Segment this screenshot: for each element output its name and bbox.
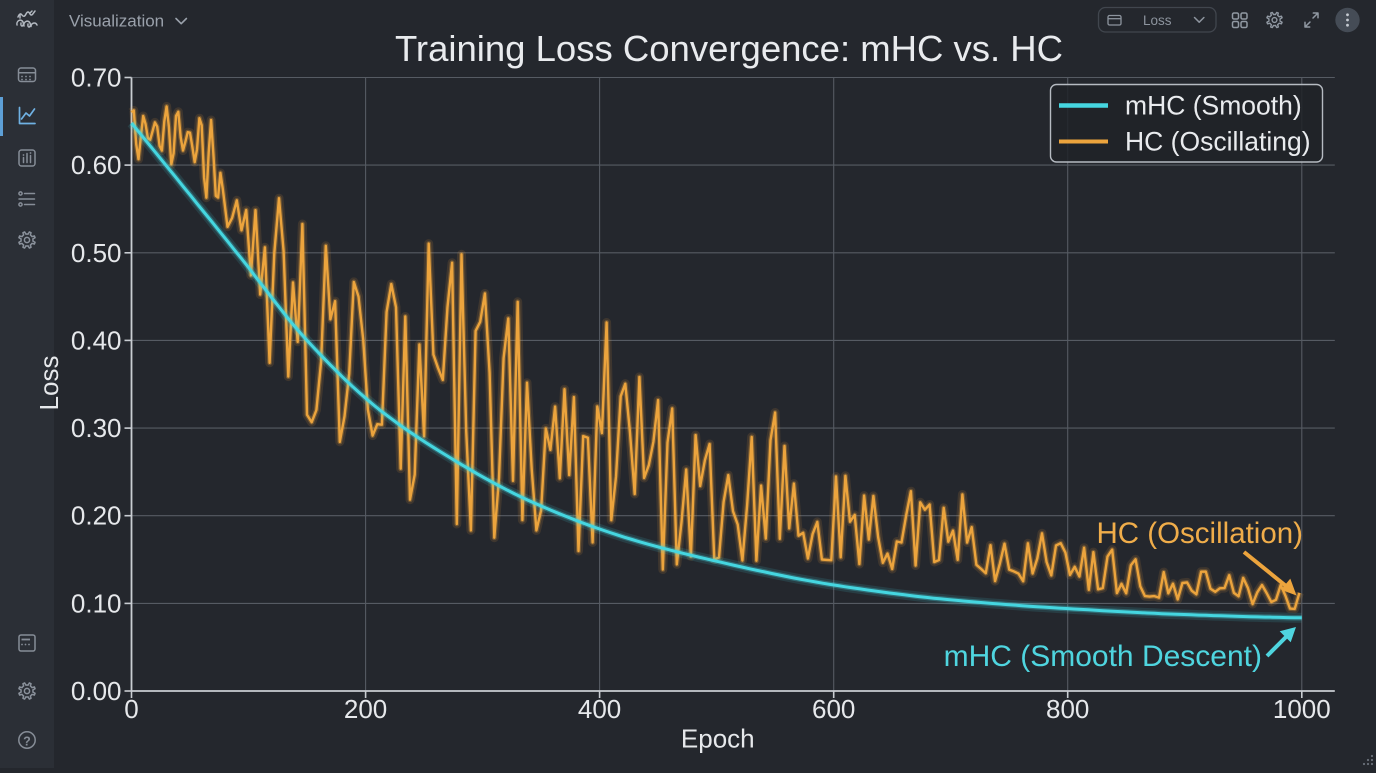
svg-text:800: 800 xyxy=(1046,694,1089,724)
svg-text:400: 400 xyxy=(578,694,621,724)
svg-text:mHC (Smooth): mHC (Smooth) xyxy=(1125,91,1302,121)
svg-text:0.60: 0.60 xyxy=(71,150,122,180)
svg-text:Loss: Loss xyxy=(34,356,64,411)
svg-text:mHC (Smooth Descent): mHC (Smooth Descent) xyxy=(944,640,1262,673)
svg-text:?: ? xyxy=(23,735,31,749)
svg-text:200: 200 xyxy=(344,694,387,724)
svg-text:0.20: 0.20 xyxy=(71,501,122,531)
svg-text:1000: 1000 xyxy=(1273,694,1331,724)
svg-text:600: 600 xyxy=(812,694,855,724)
svg-text:Epoch: Epoch xyxy=(681,724,755,754)
svg-text:0: 0 xyxy=(124,694,138,724)
svg-text:HC (Oscillation): HC (Oscillation) xyxy=(1096,517,1303,550)
svg-text:HC (Oscillating): HC (Oscillating) xyxy=(1125,127,1311,157)
svg-text:Training Loss Convergence: mHC: Training Loss Convergence: mHC vs. HC xyxy=(395,28,1063,69)
svg-text:0.00: 0.00 xyxy=(71,676,122,706)
svg-text:0.40: 0.40 xyxy=(71,325,122,355)
svg-text:0.70: 0.70 xyxy=(71,63,122,93)
svg-text:0.50: 0.50 xyxy=(71,238,122,268)
svg-text:0.30: 0.30 xyxy=(71,413,122,443)
svg-text:Loss: Loss xyxy=(1143,13,1172,28)
svg-text:Visualization: Visualization xyxy=(69,12,164,31)
svg-text:0.10: 0.10 xyxy=(71,588,122,618)
